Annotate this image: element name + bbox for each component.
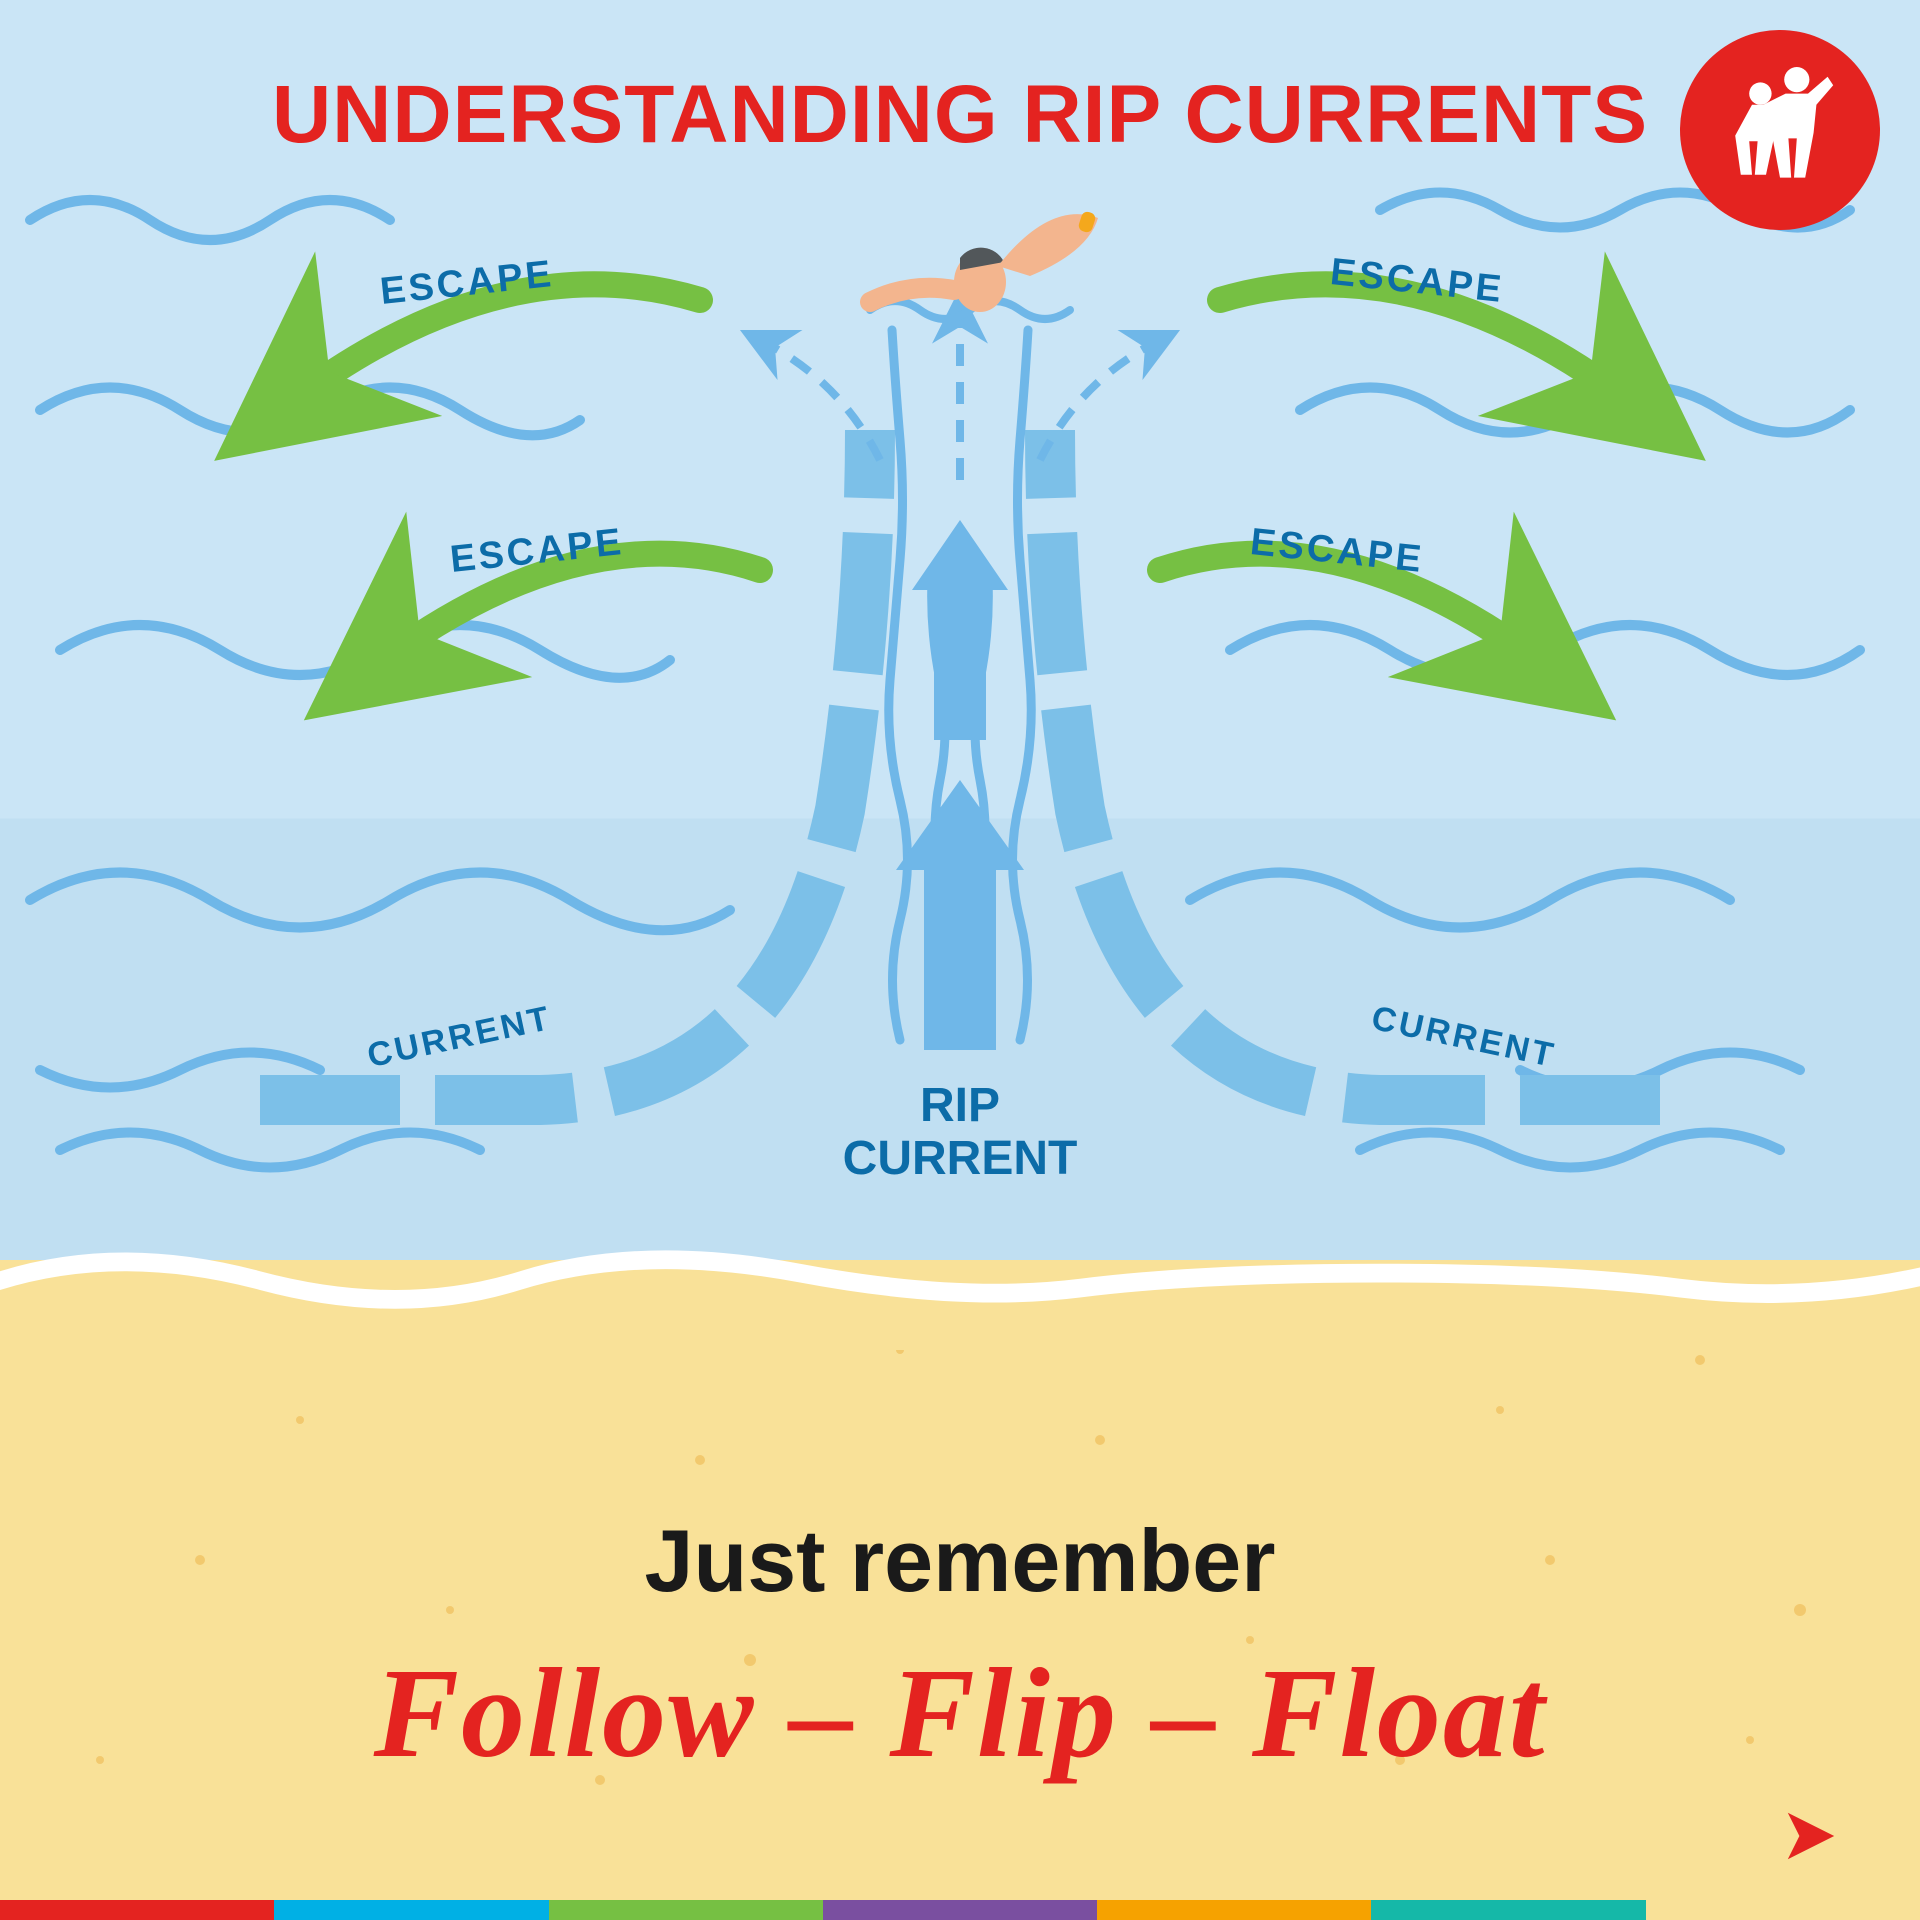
infographic-canvas: ESCAPE ESCAPE ESCAPE ESCAPE CURRENT CURR… (0, 0, 1920, 1920)
rip-diagram: ESCAPE ESCAPE ESCAPE ESCAPE CURRENT CURR… (0, 180, 1920, 1280)
logo-badge (1680, 30, 1880, 230)
slogan-line: Follow – Flip – Float (0, 1640, 1920, 1787)
remember-line: Just remember (0, 1510, 1920, 1612)
footer-stripes (0, 1900, 1920, 1920)
rip-current-label: RIP CURRENT (0, 1080, 1920, 1186)
rip-arrows (896, 520, 1024, 1050)
swimmer-icon (870, 210, 1098, 319)
next-arrow-icon[interactable] (1782, 1807, 1840, 1870)
logo-icon (1710, 60, 1850, 200)
page-title: UNDERSTANDING RIP CURRENTS (0, 68, 1920, 162)
